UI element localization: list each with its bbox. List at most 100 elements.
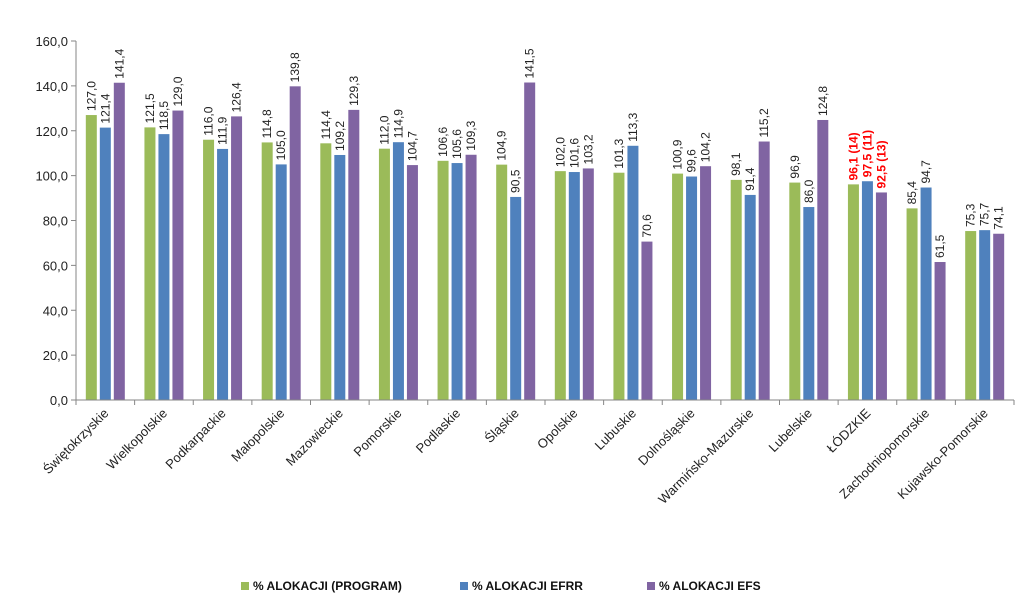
data-label: 85,4: [905, 181, 919, 205]
y-tick-label: 160,0: [35, 34, 68, 49]
data-label: 121,4: [98, 93, 112, 123]
bar: [789, 182, 801, 400]
data-label: 104,9: [495, 130, 509, 160]
data-label: 114,8: [260, 109, 274, 138]
data-label: 101,6: [567, 138, 581, 168]
bar: [334, 154, 346, 400]
data-label: 141,4: [112, 48, 126, 78]
data-label: 92,5 (13): [874, 140, 888, 188]
bar: [568, 172, 580, 400]
bar: [875, 192, 887, 400]
data-label: 141,5: [523, 48, 537, 78]
data-label: 114,9: [391, 109, 405, 138]
data-label: 102,0: [553, 137, 567, 167]
bar: [406, 165, 418, 400]
bar: [641, 241, 653, 400]
data-label: 113,3: [626, 112, 640, 141]
legend-swatch: [647, 582, 655, 590]
bar: [465, 154, 477, 400]
bar: [144, 127, 156, 401]
x-category-label: Małopolskie: [228, 406, 287, 465]
bar: [231, 116, 243, 400]
x-category-label: Świętokrzyskie: [40, 406, 111, 477]
data-label: 90,5: [509, 169, 523, 193]
data-label: 99,6: [685, 149, 699, 173]
bar: [217, 148, 229, 400]
bar: [158, 134, 170, 400]
data-label: 104,7: [405, 131, 419, 161]
data-label: 96,9: [788, 155, 802, 179]
bars: [85, 82, 1005, 401]
bar: [906, 208, 918, 400]
data-label: 105,0: [274, 130, 288, 160]
data-label: 129,0: [171, 76, 185, 106]
y-tick-label: 100,0: [35, 169, 68, 184]
x-category-label: ŁÓDZKIE: [824, 405, 874, 455]
data-label: 94,7: [919, 160, 933, 184]
x-category-label: Podlaskie: [413, 406, 463, 456]
data-label: 116,0: [202, 106, 216, 135]
bar: [965, 231, 977, 400]
y-tick-label: 0,0: [50, 393, 68, 408]
bar: [672, 173, 684, 400]
data-label: 139,8: [288, 52, 302, 82]
data-label: 118,5: [157, 101, 171, 130]
bar: [979, 230, 991, 400]
legend-swatch: [460, 582, 468, 590]
y-tick-label: 60,0: [43, 258, 68, 273]
bar: [920, 187, 932, 400]
bar: [113, 82, 125, 400]
data-label: 75,3: [964, 203, 978, 227]
bar: [99, 127, 111, 400]
data-label: 61,5: [933, 234, 947, 258]
data-label: 109,3: [464, 120, 478, 150]
bar: [744, 194, 756, 400]
bar: [378, 148, 390, 400]
x-category-label: Śląskie: [482, 406, 522, 446]
x-category-label: Mazowieckie: [283, 406, 346, 469]
bar: [524, 82, 536, 401]
data-label: 96,1 (14): [846, 132, 860, 180]
data-label: 121,5: [143, 93, 157, 123]
data-label: 109,2: [333, 121, 347, 151]
x-category-label: Wielkopolskie: [103, 406, 170, 473]
bar: [261, 142, 273, 401]
legend-label: % ALOKACJI (PROGRAM): [253, 579, 402, 593]
data-label: 74,1: [992, 206, 1006, 230]
data-label: 104,2: [699, 132, 713, 162]
bar: [203, 139, 215, 400]
data-label: 86,0: [802, 179, 816, 203]
bar: [613, 172, 625, 400]
x-category-label: Warmińsko-Mazurskie: [655, 406, 756, 507]
bar: [289, 86, 301, 400]
data-label: 127,0: [84, 81, 98, 111]
bar: [803, 207, 815, 400]
data-label: 111,9: [216, 116, 230, 145]
bar: [392, 142, 404, 401]
y-tick-label: 40,0: [43, 303, 68, 318]
data-label: 126,4: [230, 82, 244, 112]
bar: [451, 163, 463, 400]
bar: [934, 262, 946, 400]
bar: [730, 179, 742, 400]
y-tick-label: 80,0: [43, 214, 68, 229]
bar: [847, 184, 859, 400]
y-tick-label: 120,0: [35, 124, 68, 139]
bar: [554, 171, 566, 400]
bar: [348, 109, 360, 401]
bar: [510, 196, 522, 400]
data-label: 124,8: [816, 86, 830, 116]
y-tick-label: 140,0: [35, 79, 68, 94]
data-label: 112,0: [377, 115, 391, 144]
bar: [275, 164, 287, 400]
data-label: 114,4: [319, 110, 333, 139]
x-category-label: Podkarpackie: [162, 406, 228, 472]
legend-label: % ALOKACJI EFS: [659, 579, 761, 593]
data-label: 101,3: [612, 138, 626, 168]
y-tick-label: 20,0: [43, 348, 68, 363]
bar: [582, 168, 594, 400]
x-category-label: Pomorskie: [351, 406, 405, 460]
